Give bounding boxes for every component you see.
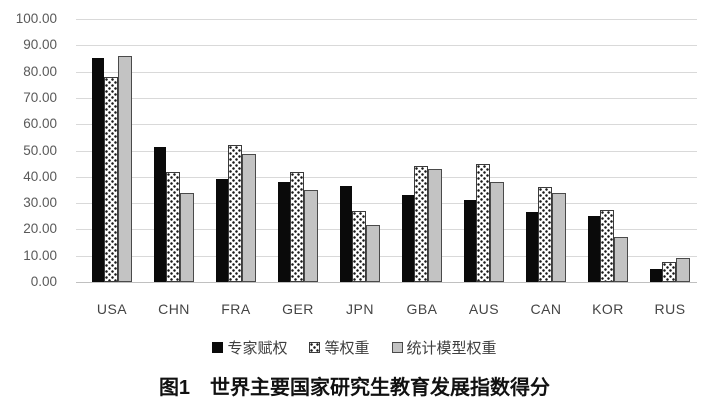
bar-group: [525, 19, 567, 282]
bar-group: [215, 19, 257, 282]
legend-label: 统计模型权重: [406, 340, 497, 357]
x-tick-label: KOR: [592, 301, 624, 317]
x-tick-label: AUS: [468, 301, 500, 317]
x-tick-label: RUS: [654, 301, 686, 317]
legend-swatch-icon: [212, 342, 224, 353]
bar: [289, 171, 305, 282]
bar: [227, 145, 243, 282]
bar: [401, 195, 414, 282]
y-tick-label: 30.00: [23, 195, 57, 211]
y-gridline: [76, 124, 697, 126]
bar: [587, 216, 600, 282]
x-tick-label: CAN: [530, 301, 562, 317]
bar: [525, 212, 538, 282]
y-gridline: [76, 229, 697, 231]
y-gridline: [76, 45, 697, 47]
legend-item: 专家赋权: [212, 337, 287, 358]
bar: [180, 192, 195, 282]
x-tick-label: CHN: [158, 301, 190, 317]
bar: [242, 154, 257, 282]
y-gridline: [76, 203, 697, 205]
bar: [552, 192, 567, 282]
bar: [339, 186, 352, 282]
x-tick-label: JPN: [346, 301, 374, 317]
bar: [537, 187, 553, 282]
legend-swatch-icon: [391, 342, 403, 353]
legend-swatch-icon: [309, 342, 321, 353]
bar: [366, 225, 381, 282]
bar-group: [587, 19, 629, 282]
bar: [91, 58, 104, 282]
plot-area: [76, 19, 697, 283]
y-tick-label: 40.00: [23, 168, 57, 184]
bar: [351, 211, 367, 282]
bar: [413, 166, 429, 282]
legend-label: 等权重: [324, 340, 370, 357]
y-gridline: [76, 71, 697, 73]
y-tick-label: 70.00: [23, 89, 57, 105]
y-tick-label: 10.00: [23, 247, 57, 263]
legend-item: 等权重: [309, 337, 370, 358]
bar-group: [401, 19, 443, 282]
x-tick-label: GBA: [406, 301, 438, 317]
y-tick-label: 80.00: [23, 63, 57, 79]
bar-group: [339, 19, 381, 282]
y-tick-label: 50.00: [23, 142, 57, 158]
y-gridline: [76, 282, 697, 283]
bar: [165, 171, 181, 282]
bar: [661, 262, 677, 282]
x-tick-label: FRA: [221, 301, 251, 317]
y-tick-label: 60.00: [23, 116, 57, 132]
bar: [428, 168, 443, 282]
y-gridline: [76, 255, 697, 257]
bar: [463, 200, 476, 282]
legend: 专家赋权 等权重 统计模型权重: [0, 337, 709, 358]
y-gridline: [76, 97, 697, 99]
bar-group: [153, 19, 195, 282]
bar: [118, 55, 133, 282]
bar: [304, 189, 319, 282]
y-gridline: [76, 176, 697, 178]
bar-group: [649, 19, 691, 282]
bar: [475, 163, 491, 282]
bar: [649, 268, 662, 282]
legend-label: 专家赋权: [227, 340, 288, 357]
bar: [599, 209, 615, 282]
x-tick-label: GER: [282, 301, 314, 317]
y-tick-label: 100.00: [15, 11, 57, 26]
bar: [676, 258, 691, 282]
bar: [103, 76, 119, 282]
y-tick-label: 0.00: [30, 274, 57, 289]
legend-item: 统计模型权重: [391, 337, 497, 358]
x-tick-label: USA: [96, 301, 128, 317]
bar-group: [91, 19, 133, 282]
figure-caption: 图1 世界主要国家研究生教育发展指数得分: [158, 377, 551, 399]
bar: [277, 182, 290, 282]
bar: [153, 146, 166, 282]
y-gridline: [76, 150, 697, 152]
y-tick-label: 90.00: [23, 37, 57, 53]
bar-group: [277, 19, 319, 282]
y-tick-label: 20.00: [23, 221, 57, 237]
bar: [614, 237, 629, 282]
y-gridline: [76, 19, 697, 20]
bar: [215, 179, 228, 282]
bar: [490, 182, 505, 282]
bar-group: [463, 19, 505, 282]
